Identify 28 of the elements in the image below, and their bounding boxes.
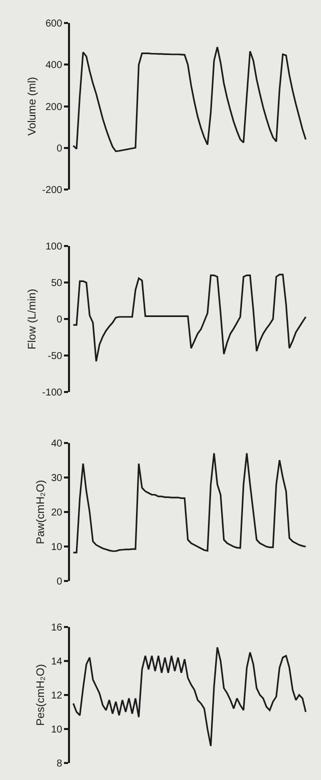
y-axis-title: Flow (L/min) [26, 288, 38, 350]
y-axis-title: Volume (ml) [26, 76, 38, 136]
y-tick-label: 0 [56, 576, 63, 588]
y-tick-label: 30 [51, 472, 63, 484]
y-tick-label: -100 [42, 387, 63, 398]
y-tick-label: -200 [42, 184, 63, 196]
y-tick-label: 10 [51, 542, 63, 554]
y-tick-label: 8 [56, 758, 63, 770]
y-tick-label: 40 [51, 438, 63, 450]
y-tick-label: 12 [51, 690, 63, 702]
y-tick-label: -50 [48, 351, 63, 362]
y-axis-title: Paw(cmH₂O) [35, 480, 48, 544]
line-series [72, 452, 307, 554]
y-axis-title: Pes(cmH₂O) [35, 664, 48, 726]
y-tick-label: 600 [46, 18, 63, 30]
y-tick-label: 100 [46, 242, 63, 253]
line-series [72, 646, 307, 747]
y-tick-label: 200 [46, 102, 63, 113]
y-tick-label: 400 [46, 60, 63, 72]
y-tick-label: 0 [56, 314, 63, 326]
y-tick-label: 50 [51, 278, 63, 290]
y-tick-label: 20 [51, 508, 63, 519]
y-tick-label: 10 [51, 724, 63, 736]
line-series [72, 46, 307, 152]
y-tick-label: 16 [51, 622, 63, 634]
line-series [72, 274, 307, 362]
y-tick-label: 0 [56, 143, 63, 154]
y-tick-label: 14 [51, 656, 63, 668]
